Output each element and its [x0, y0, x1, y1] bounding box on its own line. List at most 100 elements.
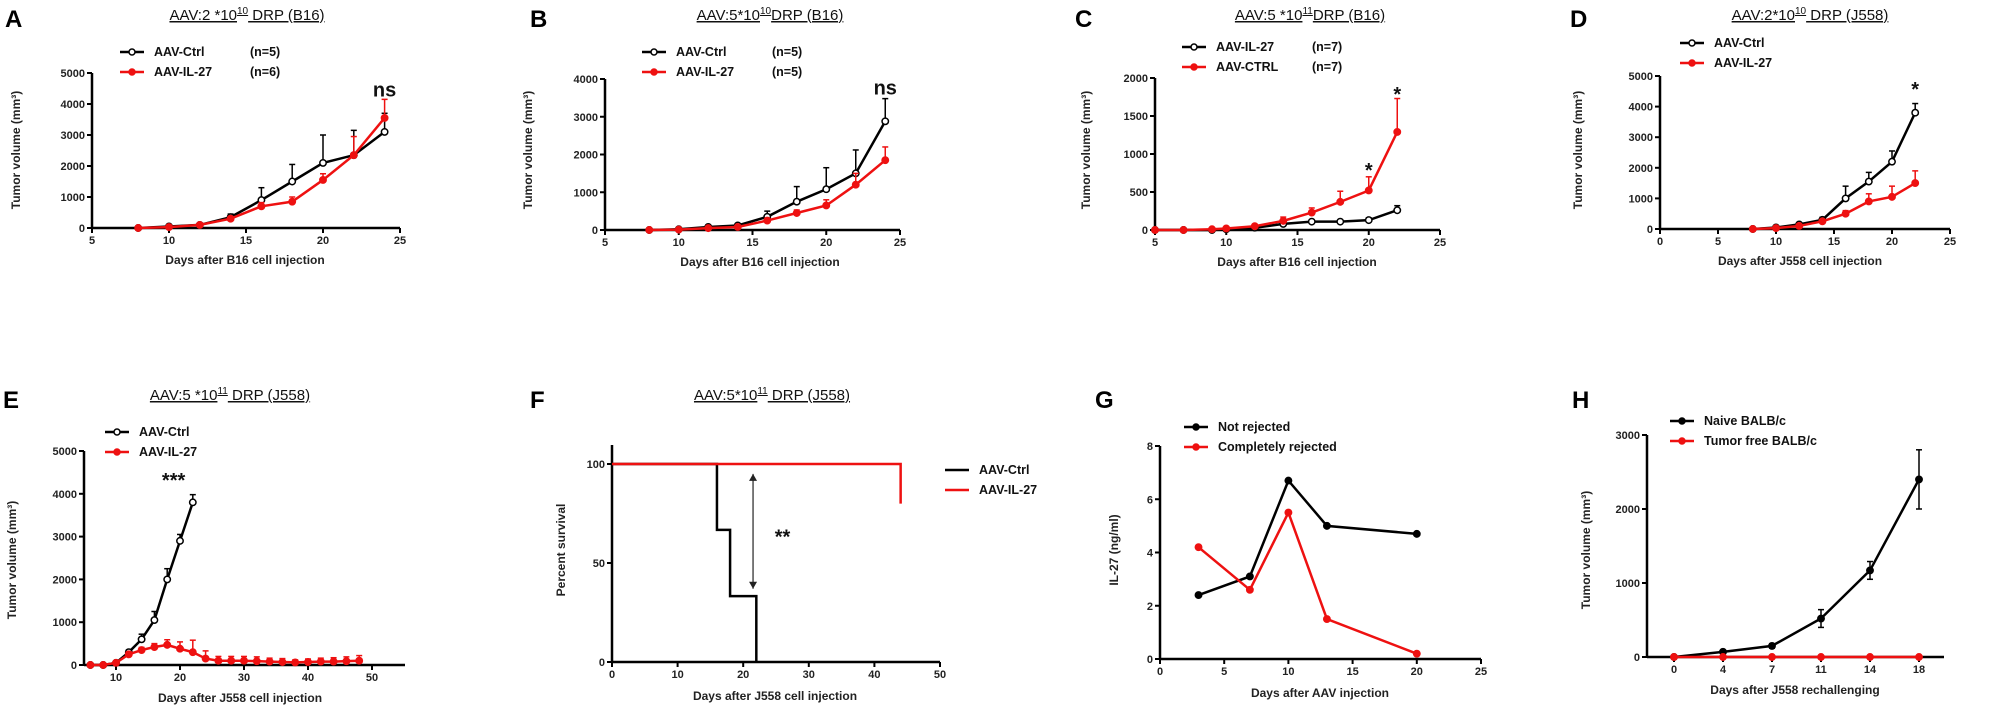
- data-point: [1250, 222, 1259, 231]
- significance-annotation: ***: [162, 470, 186, 492]
- panel-letter: D: [1570, 6, 1587, 33]
- data-point: [1841, 209, 1850, 218]
- legend-label: Not rejected: [1218, 420, 1290, 434]
- title-rest: DRP (J558): [228, 387, 310, 404]
- legend-label: AAV-Ctrl: [1714, 36, 1764, 50]
- x-tick-label: 40: [868, 669, 880, 681]
- x-tick-label: 20: [1886, 236, 1898, 248]
- y-axis-label: Tumor volume (mm³): [5, 501, 19, 619]
- data-point: [176, 536, 184, 545]
- title-base: AAV:5 *10: [150, 387, 218, 404]
- data-point: [1719, 653, 1727, 661]
- chart-title: AAV:5*1011 DRP (J558): [694, 386, 850, 404]
- x-axis-label: Days after B16 cell injection: [165, 253, 324, 267]
- data-point: [1322, 521, 1331, 530]
- data-point: [1245, 572, 1254, 581]
- data-point: [240, 656, 248, 665]
- y-tick-label: 50: [593, 558, 605, 570]
- data-point: [1245, 585, 1254, 594]
- x-tick-label: 15: [240, 235, 252, 247]
- panel-D: D AAV:2*1010 DRP (J558)010002000300040005…: [1570, 6, 1956, 268]
- data-point: [1393, 206, 1402, 215]
- data-point: [188, 648, 197, 657]
- y-tick-label: 2000: [53, 574, 77, 586]
- data-point: [1179, 226, 1188, 234]
- x-tick-label: 30: [238, 672, 250, 684]
- x-tick-label: 20: [1363, 237, 1375, 249]
- y-tick-label: 8: [1147, 441, 1153, 453]
- y-tick-label: 0: [599, 657, 605, 669]
- y-tick-label: 2000: [1629, 163, 1653, 175]
- x-tick-label: 11: [1815, 664, 1827, 676]
- x-tick-label: 50: [934, 669, 946, 681]
- legend-n: (n=7): [1312, 60, 1342, 74]
- data-point: [1817, 614, 1825, 623]
- legend-marker: [1688, 39, 1696, 47]
- panel-letter: A: [5, 6, 22, 33]
- data-point: [792, 209, 801, 217]
- data-point: [1222, 224, 1231, 233]
- data-point: [1336, 197, 1345, 206]
- title-base: AAV:2 *10: [169, 7, 237, 24]
- x-tick-label: 15: [1828, 236, 1840, 248]
- data-point: [1795, 221, 1804, 230]
- data-point: [291, 658, 300, 667]
- legend-marker: [650, 68, 658, 76]
- panel-letter: H: [1572, 387, 1589, 414]
- x-tick-label: 5: [89, 235, 95, 247]
- series-line-0: [612, 462, 758, 662]
- data-point: [822, 185, 831, 194]
- x-tick-label: 20: [317, 235, 329, 247]
- x-axis-label: Days after B16 cell injection: [680, 255, 839, 269]
- legend-n: (n=6): [250, 65, 280, 79]
- y-axis-label: Tumor volume (mm³): [1079, 91, 1093, 209]
- arrow-head-down: [749, 581, 758, 589]
- data-point: [1768, 641, 1776, 650]
- data-point: [822, 201, 831, 210]
- x-axis-label: Days after B16 cell injection: [1217, 255, 1376, 269]
- data-point: [1194, 543, 1203, 552]
- y-tick-label: 0: [1647, 224, 1653, 236]
- data-point: [342, 657, 351, 666]
- x-tick-label: 30: [803, 669, 815, 681]
- y-tick-label: 2000: [1616, 504, 1640, 516]
- series-line-1: [1155, 131, 1399, 232]
- panel-C: C AAV:5 *1011DRP (B16) 0 500 1000 1500 2000 5 10…: [1075, 6, 1446, 269]
- arrow-head-up: [749, 473, 758, 481]
- data-point: [201, 654, 210, 663]
- series-line-0: [138, 130, 386, 230]
- title-exponent: 10: [760, 6, 772, 17]
- y-tick-label: 2000: [574, 150, 598, 162]
- legend-n: (n=5): [772, 65, 802, 79]
- legend-marker: [128, 48, 136, 56]
- legend-label: AAV-IL-27: [1216, 40, 1274, 54]
- chart-title: AAV:2 *1010 DRP (B16): [169, 6, 324, 24]
- data-point: [1151, 226, 1159, 234]
- legend-marker: [1190, 63, 1198, 71]
- y-tick-label: 1000: [61, 192, 85, 204]
- data-point: [1888, 157, 1896, 166]
- y-tick-label: 4000: [574, 74, 598, 86]
- x-tick-label: 5: [1715, 236, 1721, 248]
- data-point: [150, 643, 159, 651]
- y-axis-label: Tumor volume (mm³): [1571, 91, 1585, 209]
- legend-label: AAV-Ctrl: [139, 425, 189, 439]
- legend-label: Tumor free BALB/c: [1704, 434, 1817, 448]
- x-tick-label: 4: [1720, 664, 1727, 676]
- x-tick-label: 10: [673, 237, 685, 249]
- y-axis-label: Percent survival: [554, 504, 568, 597]
- data-point: [1364, 216, 1373, 225]
- y-tick-label: 1500: [1124, 111, 1148, 123]
- legend-marker: [113, 428, 121, 436]
- data-point: [319, 176, 327, 184]
- data-point: [881, 156, 890, 165]
- x-tick-label: 0: [609, 669, 615, 681]
- chart-title: AAV:5 *1011 DRP (J558): [150, 386, 310, 404]
- y-tick-label: 0: [71, 660, 77, 672]
- legend-marker: [1678, 417, 1686, 425]
- panel-G: G 0 2 4 6 8 0 5 10 15 20 25 Days after AAV injection…: [1095, 387, 1487, 700]
- y-tick-label: 4: [1147, 548, 1154, 560]
- legend-label: AAV-IL-27: [676, 65, 734, 79]
- data-point: [1279, 216, 1288, 225]
